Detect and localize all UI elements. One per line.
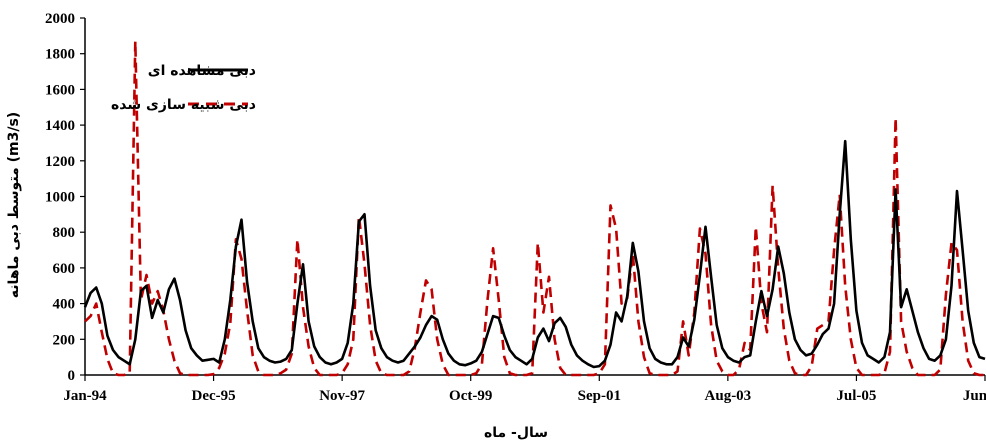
y-tick-label: 1200 [45,154,75,170]
y-tick-label: 1400 [45,118,75,134]
legend-observed-label: دبی مشاهده ای [148,63,256,79]
x-tick-label: Nov-97 [319,388,365,404]
x-tick-label: Sep-01 [578,388,621,404]
y-tick-label: 600 [53,261,76,277]
x-tick-label: Oct-99 [449,388,492,404]
x-axis: Jan-94 Dec-95 Nov-97 Oct-99 Sep-01 Aug-03 Jul-… [63,374,986,404]
x-tick-label: Jul-05 [836,388,876,404]
x-tick-label: Jan-94 [63,388,107,404]
y-tick-label: 1000 [45,190,75,206]
y-tick-label: 1600 [45,82,75,98]
x-tick-label: Jun-07 [963,388,986,404]
y-axis-title: متوسط دبی ماهانه (m3/s) [6,112,22,298]
x-tick-label: Aug-03 [705,388,752,404]
x-axis-title: سال- ماه [484,425,548,441]
x-tick-label: Dec-95 [191,388,235,404]
y-tick-label: 0 [68,368,76,384]
y-tick-label: 1800 [45,47,75,63]
legend-simulated-label: دبی شبیه سازی شده [111,97,256,113]
observed-discharge-line [83,139,986,369]
plot-series [83,39,986,377]
y-tick-label: 2000 [45,11,75,27]
y-tick-label: 800 [53,225,76,241]
legend: دبی مشاهده ای دبی شبیه سازی شده [111,63,256,113]
y-tick-label: 400 [53,297,76,313]
y-axis: 0 200 400 600 800 1000 1200 1400 1600 1800 2000 [45,11,86,384]
y-tick-label: 200 [53,332,76,348]
